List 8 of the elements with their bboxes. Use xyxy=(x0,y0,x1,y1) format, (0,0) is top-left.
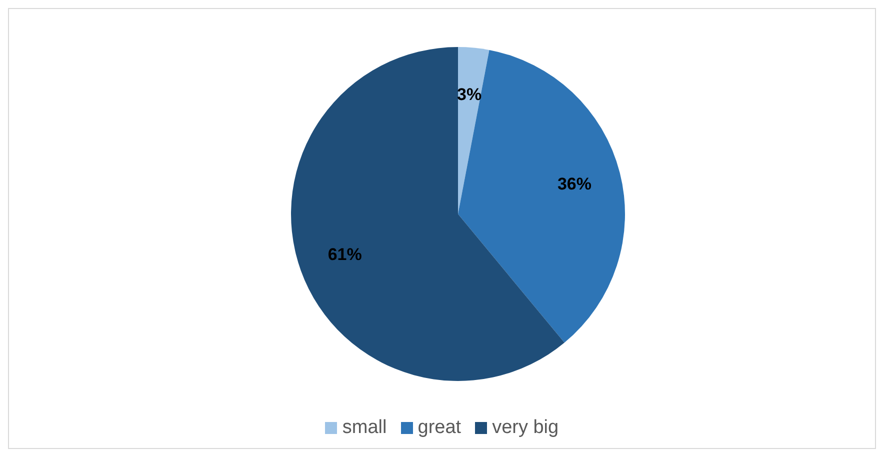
data-label: 36% xyxy=(557,174,592,194)
pie-slice xyxy=(458,50,625,343)
pie-slice xyxy=(458,47,490,214)
legend-label: great xyxy=(418,417,462,439)
data-label: 61% xyxy=(328,245,362,264)
legend-label: small xyxy=(342,417,387,439)
data-label: 3% xyxy=(457,84,482,104)
legend-label: very big xyxy=(492,417,559,439)
